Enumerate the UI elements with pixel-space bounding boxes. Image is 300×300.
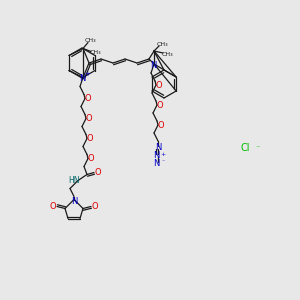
Text: ⁻: ⁻ — [161, 160, 165, 166]
Text: N: N — [79, 74, 85, 83]
Text: N: N — [150, 61, 156, 70]
Text: O: O — [157, 100, 163, 109]
Text: Cl: Cl — [240, 143, 250, 153]
Text: O: O — [95, 168, 101, 177]
Text: N: N — [71, 197, 77, 206]
Text: O: O — [88, 154, 94, 163]
Text: CH₃: CH₃ — [161, 52, 173, 58]
Text: N: N — [153, 160, 159, 169]
Text: +: + — [160, 152, 166, 158]
Text: O: O — [158, 121, 164, 130]
Text: CH₃: CH₃ — [156, 43, 168, 47]
Text: O: O — [50, 202, 56, 211]
Text: O: O — [92, 202, 98, 211]
Text: HN: HN — [68, 176, 80, 185]
Text: O: O — [86, 114, 92, 123]
Text: O: O — [156, 80, 162, 89]
Text: O: O — [85, 94, 91, 103]
Text: CH₃: CH₃ — [89, 50, 101, 55]
Text: N: N — [153, 152, 159, 160]
Text: ⁻: ⁻ — [256, 143, 260, 152]
Text: +: + — [84, 71, 90, 77]
Text: N: N — [155, 143, 161, 152]
Text: O: O — [87, 134, 93, 143]
Text: CH₃: CH₃ — [84, 38, 96, 43]
